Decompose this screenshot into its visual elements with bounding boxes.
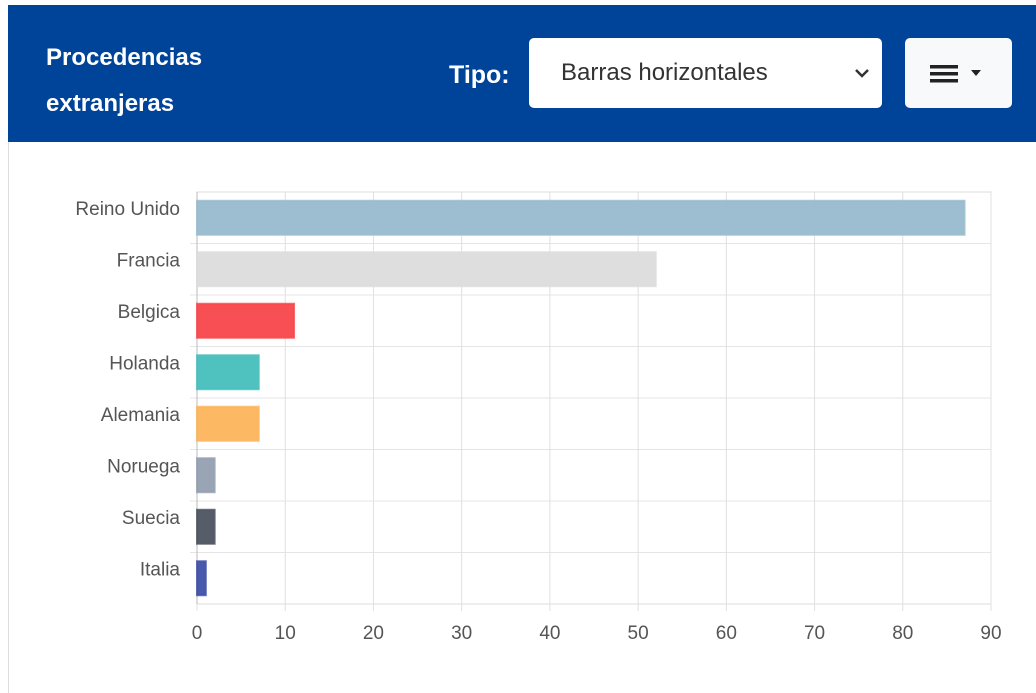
x-tick-label: 50 <box>628 623 649 644</box>
x-tick-label: 90 <box>980 623 1001 644</box>
bar <box>196 457 216 494</box>
header-title: Procedencias extranjeras <box>46 44 203 117</box>
y-tick-label: Reino Unido <box>75 199 180 220</box>
bar <box>196 251 657 288</box>
menu-icon <box>930 65 981 83</box>
y-tick-label: Italia <box>140 559 181 580</box>
chart: 0 10 20 30 40 50 60 70 80 90 Reino Unido Francia Bel… <box>75 191 1002 644</box>
bar <box>196 199 966 236</box>
y-tick-label: Francia <box>117 250 181 271</box>
y-tick-label: Alemania <box>101 405 181 426</box>
x-tick-label: 60 <box>716 623 737 644</box>
y-tick-label: Holanda <box>109 353 180 374</box>
bar <box>196 354 260 391</box>
select-text: Barras horizontales <box>561 59 768 86</box>
x-tick-label: 30 <box>451 623 472 644</box>
menu-button[interactable] <box>905 38 1012 108</box>
x-tick-label: 40 <box>539 623 560 644</box>
x-tick-label: 20 <box>363 623 384 644</box>
bar <box>196 508 216 545</box>
y-tick-label: Noruega <box>107 456 180 477</box>
type-select[interactable]: Barras horizontales <box>529 38 882 108</box>
type-label: Tipo: <box>449 61 510 89</box>
x-tick-label: 80 <box>892 623 913 644</box>
header: Procedencias extranjeras Tipo: Barras ho… <box>8 5 1036 142</box>
chevron <box>855 69 869 78</box>
x-tick-label: 10 <box>275 623 296 644</box>
x-tick-label: 70 <box>804 623 825 644</box>
x-tick-label: 0 <box>192 623 203 644</box>
bar <box>196 560 207 597</box>
card <box>8 142 1036 693</box>
bar <box>196 405 260 442</box>
y-tick-label: Belgica <box>118 302 181 323</box>
bar <box>196 302 296 339</box>
y-tick-label: Suecia <box>122 508 181 529</box>
